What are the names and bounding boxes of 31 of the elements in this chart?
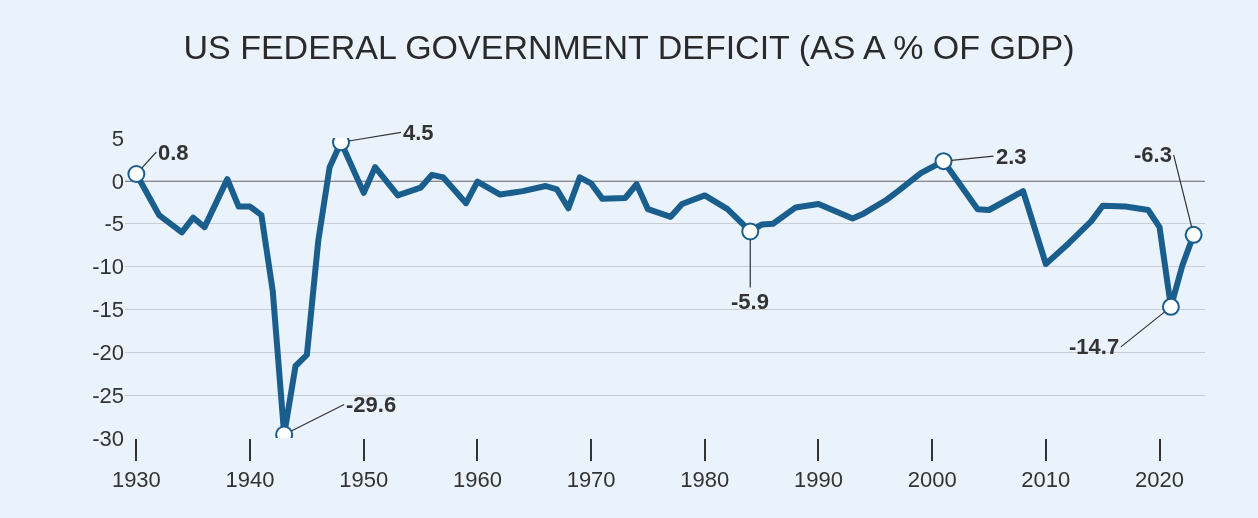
x-tick-label: 1960	[452, 467, 502, 493]
y-tick-label: 5	[111, 125, 124, 151]
y-tick-label: 0	[111, 168, 124, 194]
annotation: -14.7	[1069, 334, 1120, 359]
x-tick-label: 2000	[907, 467, 957, 493]
point	[741, 222, 760, 241]
y-tick-label: -5	[104, 211, 124, 237]
y-tick-label: -10	[92, 254, 124, 280]
point	[127, 165, 146, 183]
x-tick-label: 1950	[339, 467, 389, 493]
x-tick-label: 1930	[111, 467, 161, 493]
x-tick-label: 1980	[680, 467, 730, 493]
annotation: -6.3	[1134, 142, 1172, 167]
y-tick-label: -30	[92, 425, 124, 451]
y-tick-label: -20	[92, 339, 124, 365]
y-tick-label: -15	[92, 297, 124, 323]
point	[934, 152, 953, 171]
annotation: 4.5	[403, 120, 434, 145]
annotation: -5.9	[731, 289, 769, 314]
annotation: 0.8	[158, 140, 189, 165]
x-tick-label: 1970	[566, 467, 616, 493]
point	[1161, 297, 1180, 316]
x-tick-label: 1990	[793, 467, 843, 493]
annotation: -29.6	[346, 392, 397, 417]
annotation: 2.3	[996, 144, 1027, 169]
point	[1184, 225, 1203, 244]
x-tick-label: 2020	[1135, 467, 1185, 493]
y-tick-label: -25	[92, 382, 124, 408]
x-tick-label: 2010	[1021, 467, 1071, 493]
x-tick-label: 1940	[225, 467, 275, 493]
chart-title: US FEDERAL GOVERNMENT DEFICIT (AS A % OF GDP)	[183, 27, 1075, 66]
